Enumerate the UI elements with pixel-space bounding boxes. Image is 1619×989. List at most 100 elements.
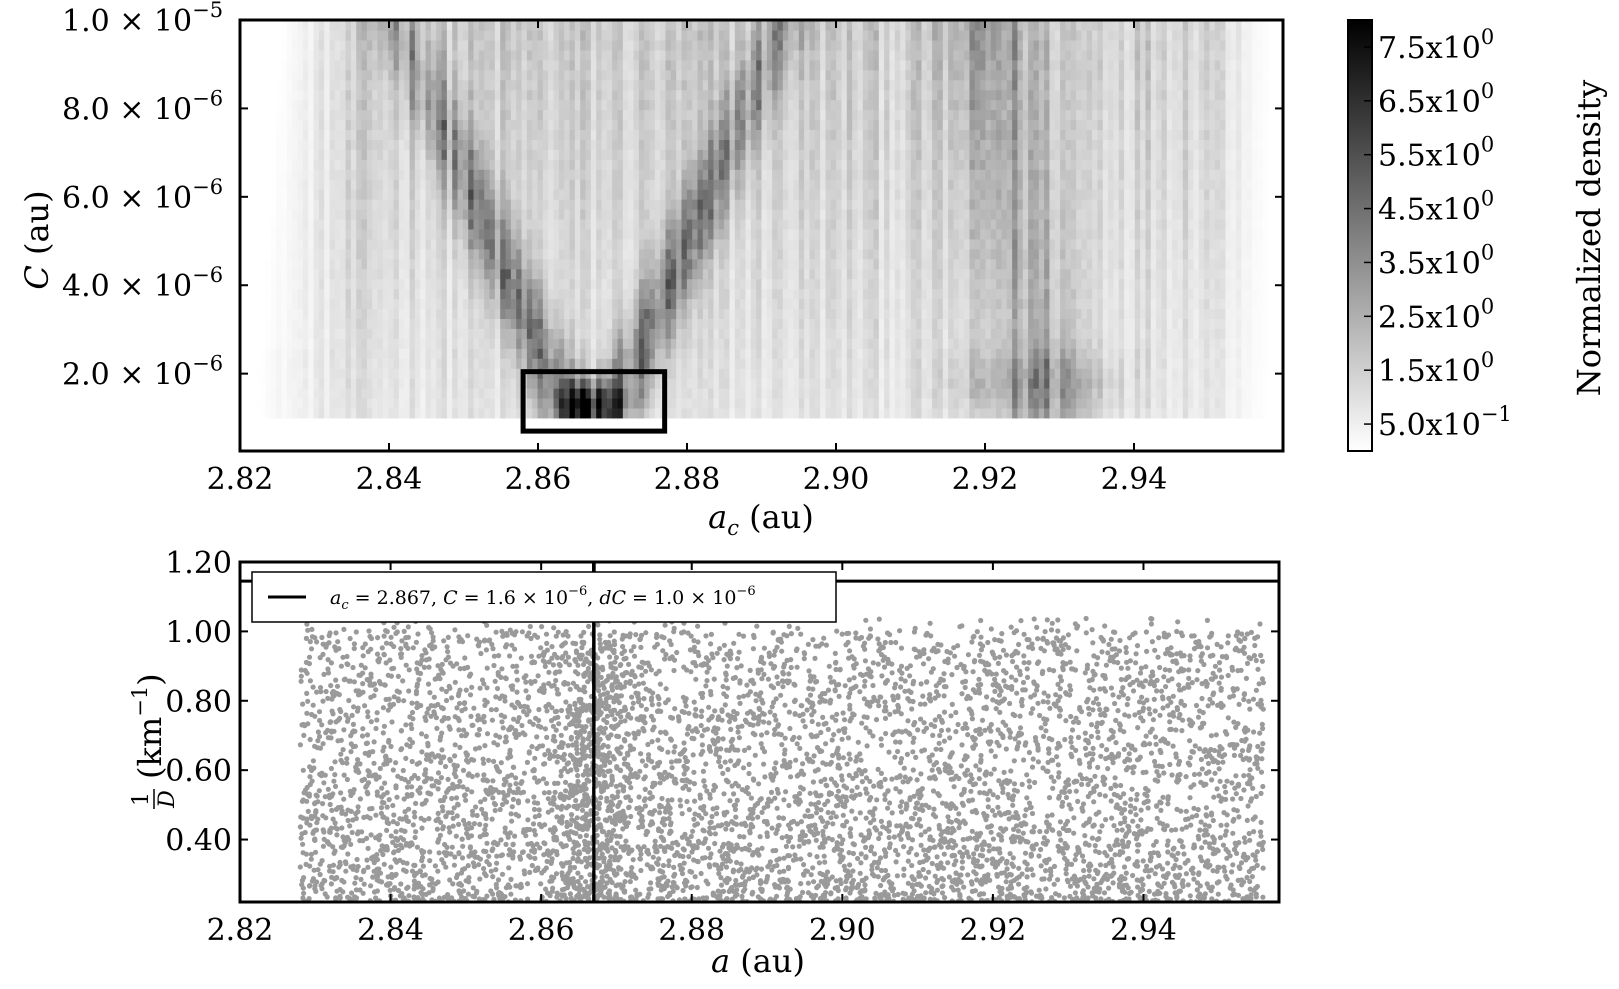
heatmap-cell — [468, 208, 475, 220]
heatmap-cell — [841, 397, 848, 409]
heatmap-cell — [900, 288, 907, 300]
heatmap-cell — [745, 308, 752, 319]
heatmap-cell — [574, 169, 581, 180]
heatmap-cell — [510, 298, 517, 310]
heatmap-cell — [350, 238, 357, 250]
heatmap-cell — [1230, 397, 1237, 409]
heatmap-cell — [756, 179, 763, 190]
heatmap-cell — [708, 179, 715, 190]
heatmap-cell — [686, 238, 693, 250]
heatmap-cell — [761, 338, 768, 349]
heatmap-cell — [1001, 308, 1008, 319]
heatmap-cell — [1209, 268, 1216, 280]
heatmap-cell — [1236, 348, 1243, 359]
heatmap-cell — [1033, 159, 1040, 170]
heatmap-cell — [425, 248, 432, 260]
heatmap-cell — [686, 199, 693, 210]
heatmap-cell — [340, 368, 347, 379]
heatmap-cell — [350, 318, 357, 329]
heatmap-cell — [292, 228, 299, 240]
heatmap-cell — [633, 358, 640, 369]
heatmap-cell — [772, 308, 779, 319]
heatmap-cell — [1252, 189, 1259, 200]
heatmap-cell — [841, 388, 848, 399]
heatmap-cell — [878, 228, 885, 240]
heatmap-cell — [617, 258, 624, 270]
heatmap-cell — [388, 159, 395, 170]
heatmap-cell — [265, 218, 272, 230]
heatmap-cell — [1081, 208, 1088, 220]
heatmap-cell — [1241, 248, 1248, 260]
heatmap-cell — [260, 397, 267, 409]
heatmap-cell — [868, 179, 875, 190]
heatmap-cell — [350, 358, 357, 369]
heatmap-cell — [489, 169, 496, 180]
heatmap-cell — [857, 169, 864, 180]
heatmap-cell — [361, 338, 368, 349]
heatmap-cell — [585, 328, 592, 339]
heatmap-cell — [260, 328, 267, 339]
heatmap-cell — [777, 328, 784, 339]
heatmap-cell — [1070, 169, 1077, 180]
heatmap-cell — [809, 397, 816, 409]
heatmap-cell — [894, 368, 901, 379]
heatmap-cell — [484, 228, 491, 240]
heatmap-cell — [745, 238, 752, 250]
heatmap-cell — [1006, 358, 1013, 369]
heatmap-cell — [356, 338, 363, 349]
heatmap-cell — [654, 169, 661, 180]
heatmap-cell — [1134, 248, 1141, 260]
heatmap-cell — [1172, 348, 1179, 359]
heatmap-cell — [1038, 318, 1045, 329]
heatmap-cell — [990, 298, 997, 310]
heatmap-cell — [878, 407, 885, 419]
heatmap-cell — [1049, 348, 1056, 359]
heatmap-cell — [265, 208, 272, 220]
heatmap-cell — [825, 397, 832, 409]
heatmap-cell — [809, 328, 816, 339]
heatmap-cell — [468, 248, 475, 260]
heatmap-cell — [393, 208, 400, 220]
heatmap-cell — [606, 378, 613, 389]
heatmap-cell — [473, 199, 480, 210]
heatmap-cell — [596, 388, 603, 399]
heatmap-cell — [409, 368, 416, 379]
heatmap-cell — [329, 149, 336, 160]
heatmap-cell — [398, 338, 405, 349]
heatmap-cell — [681, 288, 688, 300]
heatmap-cell — [654, 407, 661, 419]
heatmap-cell — [1028, 258, 1035, 270]
heatmap-cell — [1022, 179, 1029, 190]
heatmap-cell — [676, 388, 683, 399]
heatmap-cell — [756, 228, 763, 240]
heatmap-cell — [1054, 199, 1061, 210]
heatmap-cell — [1129, 199, 1136, 210]
heatmap-cell — [889, 169, 896, 180]
heatmap-cell — [276, 308, 283, 319]
heatmap-cell — [601, 268, 608, 280]
heatmap-cell — [1209, 199, 1216, 210]
heatmap-cell — [873, 328, 880, 339]
heatmap-cell — [334, 199, 341, 210]
heatmap-cell — [772, 199, 779, 210]
heatmap-cell — [644, 388, 651, 399]
heatmap-cell — [286, 388, 293, 399]
heatmap-cell — [393, 258, 400, 270]
heatmap-cell — [878, 169, 885, 180]
heatmap-cell — [1081, 407, 1088, 419]
heatmap-cell — [1076, 218, 1083, 230]
heatmap-cell — [372, 189, 379, 200]
heatmap-cell — [590, 199, 597, 210]
heatmap-cell — [1070, 208, 1077, 220]
heatmap-cell — [1006, 179, 1013, 190]
heatmap-cell — [612, 298, 619, 310]
heatmap-cell — [708, 407, 715, 419]
heatmap-cell — [377, 248, 384, 260]
heatmap-cell — [425, 397, 432, 409]
heatmap-cell — [308, 318, 315, 329]
heatmap-cell — [1214, 228, 1221, 240]
heatmap-cell — [766, 159, 773, 170]
heatmap-cell — [329, 407, 336, 419]
heatmap-cell — [286, 368, 293, 379]
heatmap-cell — [564, 318, 571, 329]
